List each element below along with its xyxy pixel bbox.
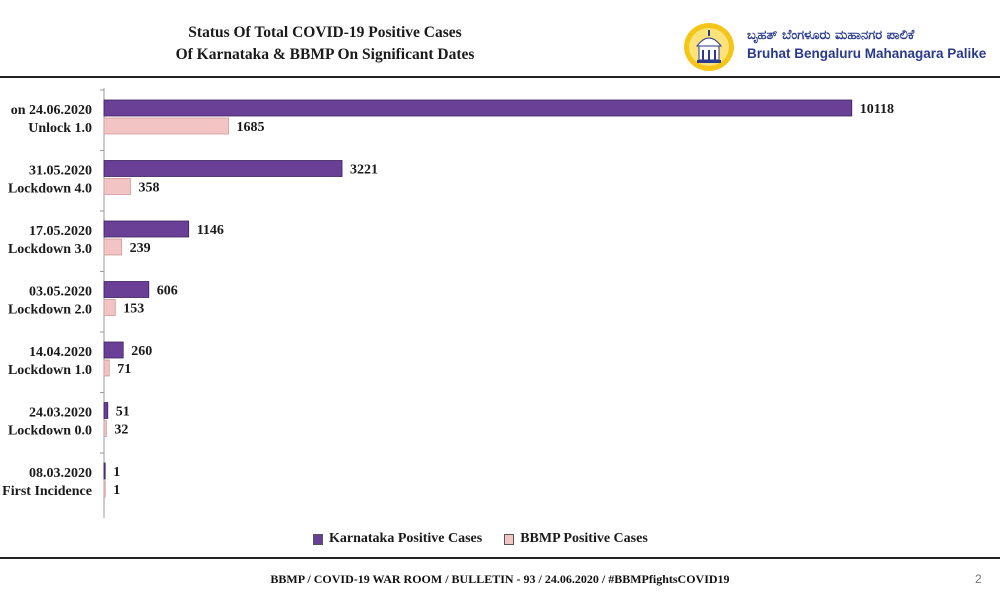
logo-english-text: Bruhat Bengaluru Mahanagara Palike (747, 46, 987, 61)
chart-legend: Karnataka Positive Cases BBMP Positive C… (313, 529, 670, 549)
header-divider (0, 76, 1000, 78)
footer-divider (0, 557, 1000, 559)
karnataka-value-label: 3221 (350, 163, 378, 178)
footer-text: BBMP / COVID-19 WAR ROOM / BULLETIN - 93… (270, 572, 730, 586)
karnataka-bar (103, 220, 190, 238)
bbmp-value-label: 358 (138, 181, 159, 196)
karnataka-bar (103, 281, 150, 298)
bbmp-value-label: 71 (117, 362, 131, 377)
bbmp-bar (103, 178, 131, 195)
bbmp-value-label: 1 (113, 483, 120, 498)
legend-item-karnataka: Karnataka Positive Cases (313, 531, 482, 547)
karnataka-value-label: 51 (116, 405, 130, 420)
category-label: First Incidence (2, 484, 92, 499)
category-label: on 24.06.2020 (11, 103, 92, 118)
chart-title: Status Of Total COVID-19 Positive Cases … (120, 22, 530, 66)
karnataka-bar (103, 462, 106, 480)
legend-label-karnataka: Karnataka Positive Cases (329, 531, 483, 546)
bbmp-bar (103, 359, 110, 377)
bar-chart: on 24.06.2020 Unlock 1.0 10118 1685 31.05.20… (2, 88, 894, 518)
category-label: 17.05.2020 (29, 224, 92, 239)
bbmp-bar (103, 420, 107, 437)
category-label: 31.05.2020 (29, 164, 92, 179)
karnataka-bar (103, 402, 109, 419)
category-label: 03.05.2020 (29, 285, 92, 300)
legend-swatch-karnataka (313, 533, 323, 545)
legend-swatch-bbmp (504, 533, 515, 545)
bbmp-bar (103, 480, 106, 498)
karnataka-bar (103, 99, 853, 117)
legend-item-bbmp: BBMP Positive Cases (504, 531, 648, 547)
bbmp-bar (103, 238, 123, 256)
category-label: Lockdown 4.0 (8, 182, 92, 197)
karnataka-value-label: 10118 (860, 102, 894, 117)
category-label: 08.03.2020 (29, 466, 92, 481)
karnataka-value-label: 1146 (197, 223, 224, 238)
bbmp-value-label: 1685 (237, 120, 265, 135)
category-label: Lockdown 1.0 (8, 363, 92, 378)
category-label: Lockdown 0.0 (8, 424, 92, 439)
bbmp-value-label: 239 (130, 241, 151, 256)
category-label: 24.03.2020 (29, 406, 92, 421)
title-line-1: Status Of Total COVID-19 Positive Cases (188, 24, 462, 41)
legend-label-bbmp: BBMP Positive Cases (520, 531, 648, 546)
title-line-2: Of Karnataka & BBMP On Significant Dates (175, 46, 475, 63)
karnataka-bar (103, 341, 124, 359)
bbmp-value-label: 32 (114, 423, 128, 438)
category-label: Lockdown 2.0 (8, 303, 92, 318)
bbmp-emblem-icon (684, 23, 734, 71)
bbmp-bar (103, 117, 229, 135)
category-label: 14.04.2020 (29, 345, 92, 360)
category-label: Lockdown 3.0 (8, 242, 92, 257)
karnataka-value-label: 606 (157, 284, 178, 299)
bbmp-value-label: 153 (123, 302, 144, 317)
karnataka-value-label: 260 (131, 344, 152, 359)
category-label: Unlock 1.0 (28, 121, 92, 136)
logo-kannada-text: ಬೃಹತ್ ಬೆಂಗಳೂರು ಮಹಾನಗರ ಪಾಲಿಕೆ (747, 28, 915, 43)
bbmp-logo: ಬೃಹತ್ ಬೆಂಗಳೂರು ಮಹಾನಗರ ಪಾಲಿಕೆ Bruhat Beng… (683, 22, 1000, 72)
karnataka-bar (103, 160, 343, 177)
bbmp-bar (103, 299, 116, 316)
karnataka-value-label: 1 (113, 465, 120, 480)
page-number: 2 (975, 572, 982, 586)
